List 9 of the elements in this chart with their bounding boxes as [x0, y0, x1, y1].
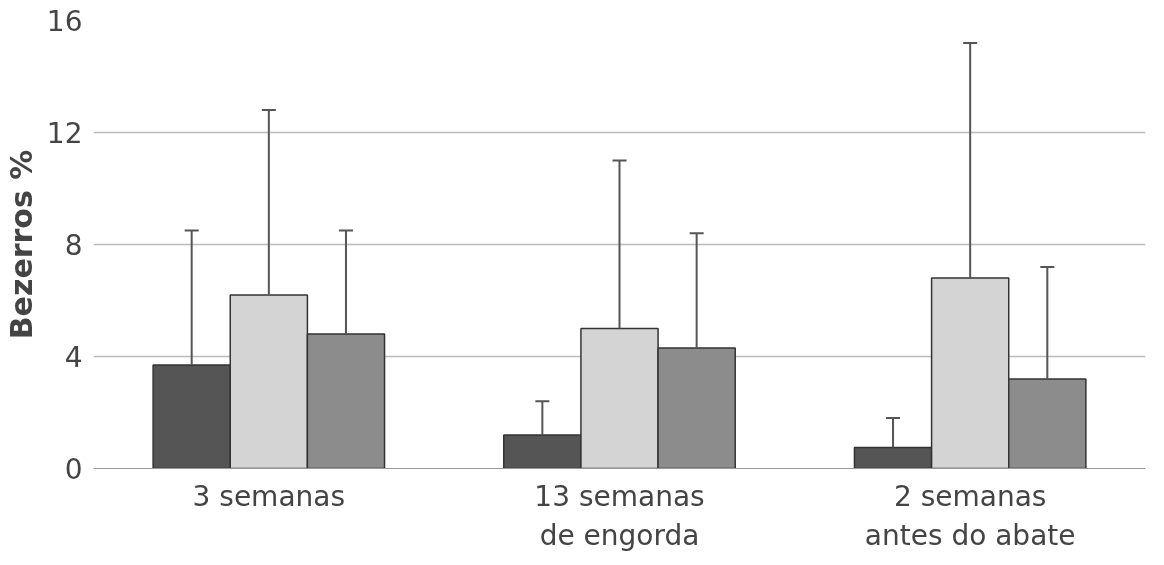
x-tick-label: 2 semanas antes do abate [864, 479, 1076, 553]
x-tick-label: 13 semanas de engorda [534, 479, 705, 553]
y-tick-label: 4 [64, 341, 83, 374]
y-tick-label: 16 [46, 5, 83, 38]
x-tick-label: 3 semanas [192, 479, 346, 513]
y-tick-label: 12 [46, 117, 83, 150]
y-tick-label: 0 [64, 453, 83, 486]
y-axis-title: Bezerros % [3, 149, 39, 340]
y-tick-label: 8 [64, 229, 83, 262]
